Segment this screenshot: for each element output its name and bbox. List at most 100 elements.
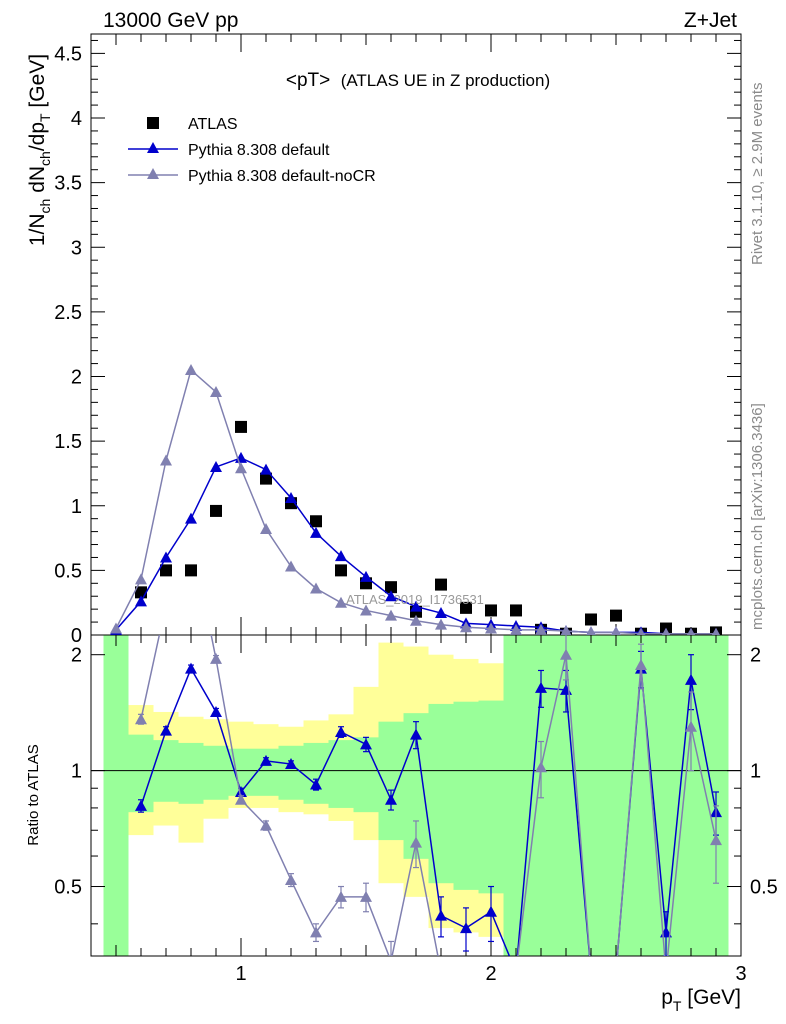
tick-label: 0.5 <box>750 877 778 899</box>
ratio-point-triangle <box>185 662 197 674</box>
tick-label: 4 <box>71 108 82 130</box>
data-point-square <box>435 578 447 591</box>
data-point-triangle <box>637 627 645 635</box>
data-point-triangle <box>435 618 447 630</box>
data-point-triangle <box>110 622 122 634</box>
chart-title-line: <pT> (ATLAS UE in Z production) <box>286 70 550 91</box>
ratio-line-1 <box>140 635 717 956</box>
data-point-triangle <box>160 454 172 466</box>
data-point-triangle <box>385 590 397 602</box>
data-point-triangle <box>586 626 596 635</box>
band-inner-bin <box>328 740 354 808</box>
chart-title: <pT> <box>286 70 330 91</box>
legend-marker-pythia-default <box>147 142 159 153</box>
ratio-point-triangle <box>335 725 347 737</box>
ratio-point-triangle <box>710 834 722 846</box>
data-point-triangle <box>185 364 197 376</box>
ratio-point-triangle <box>210 705 222 717</box>
data-point-triangle <box>510 623 522 635</box>
ratio-point-triangle <box>510 966 522 977</box>
data-point-square <box>510 604 522 617</box>
chart-subtitle: (ATLAS UE in Z production) <box>341 71 550 90</box>
data-point-triangle <box>410 600 422 612</box>
data-point-triangle <box>260 463 272 475</box>
ratio-point-triangle <box>635 659 647 671</box>
data-point-triangle <box>135 595 147 607</box>
band-inner-bin <box>178 742 204 804</box>
ratio-point-triangle <box>460 922 472 934</box>
ratio-point-triangle <box>410 836 422 848</box>
tick-label: 3 <box>71 237 82 259</box>
data-point-triangle <box>260 523 272 535</box>
ratio-point-triangle <box>235 793 247 805</box>
data-point-triangle <box>560 625 572 635</box>
header-left-label: 13000 GeV pp <box>103 9 238 32</box>
data-point-triangle <box>360 570 372 582</box>
ratio-point-triangle <box>685 720 697 732</box>
ratio-point-triangle <box>585 966 597 977</box>
ratio-point-triangle <box>360 738 372 750</box>
data-point-square <box>585 613 597 626</box>
data-point-triangle <box>335 596 347 608</box>
data-point-triangle <box>310 582 322 594</box>
ratio-point-triangle <box>335 890 347 902</box>
tick-label: 0.5 <box>54 877 82 899</box>
ratio-point-triangle <box>560 648 572 660</box>
tick-label: 2 <box>485 963 496 985</box>
header-right-label: Z+Jet <box>684 9 737 32</box>
main-y-axis-label: 1/Nch dNch/dpT [GeV] <box>26 54 53 246</box>
x-axis-label: pT [GeV] <box>661 986 741 1014</box>
data-point-triangle <box>210 386 222 398</box>
data-point-triangle <box>712 627 720 635</box>
tick-label: 4.5 <box>54 43 82 65</box>
ratio-panel-series <box>135 529 722 977</box>
data-point-square <box>235 420 247 433</box>
data-point-triangle <box>135 573 147 585</box>
ratio-point-triangle <box>285 873 297 885</box>
data-point-triangle <box>185 512 197 524</box>
tick-label: 3 <box>735 963 746 985</box>
data-point-square <box>335 564 347 577</box>
ratio-point-triangle <box>435 966 447 977</box>
data-point-triangle <box>160 551 172 563</box>
ratio-point-triangle <box>285 758 297 770</box>
ratio-point-triangle <box>260 754 272 766</box>
data-point-triangle <box>360 604 372 616</box>
tick-label: 1 <box>750 761 761 783</box>
band-inner-bin <box>303 742 329 804</box>
main-panel-series <box>110 364 722 635</box>
ratio-point-triangle <box>185 529 197 540</box>
band-inner-bin <box>453 701 479 890</box>
data-point-triangle <box>335 550 347 562</box>
ratio-point-triangle <box>390 955 392 956</box>
band-inner-bin <box>278 745 304 800</box>
ratio-point-triangle <box>685 673 697 685</box>
legend-marker-pythia-nocr <box>147 168 159 179</box>
band-inner-bin <box>103 635 129 956</box>
band-inner-bin <box>203 745 229 800</box>
band-inner-bin <box>478 700 504 894</box>
analysis-watermark: ATLAS_2019_I1736531 <box>346 592 484 607</box>
tick-label: 2 <box>71 367 82 389</box>
data-point-square <box>485 604 497 617</box>
mcplots-label: mcplots.cern.ch [arXiv:1306.3436] <box>749 403 766 630</box>
ratio-point-triangle <box>460 966 472 977</box>
tick-label: 2.5 <box>54 302 82 324</box>
ratio-point-triangle <box>535 681 547 693</box>
legend: ATLAS Pythia 8.308 default Pythia 8.308 … <box>128 116 376 185</box>
data-point-triangle <box>210 460 222 472</box>
data-point-square <box>160 564 172 577</box>
band-inner-bin <box>503 635 529 956</box>
ratio-point-triangle <box>385 793 397 805</box>
data-point-triangle <box>460 621 472 633</box>
ratio-point-triangle <box>535 761 547 773</box>
band-inner-bin <box>653 635 679 956</box>
data-point-square <box>260 472 272 485</box>
ratio-point-triangle <box>260 819 272 831</box>
data-point-triangle <box>535 623 547 635</box>
data-point-triangle <box>310 526 322 538</box>
ratio-point-triangle <box>135 713 147 725</box>
tick-label: 0 <box>71 625 82 647</box>
tick-label: 2 <box>71 645 82 667</box>
